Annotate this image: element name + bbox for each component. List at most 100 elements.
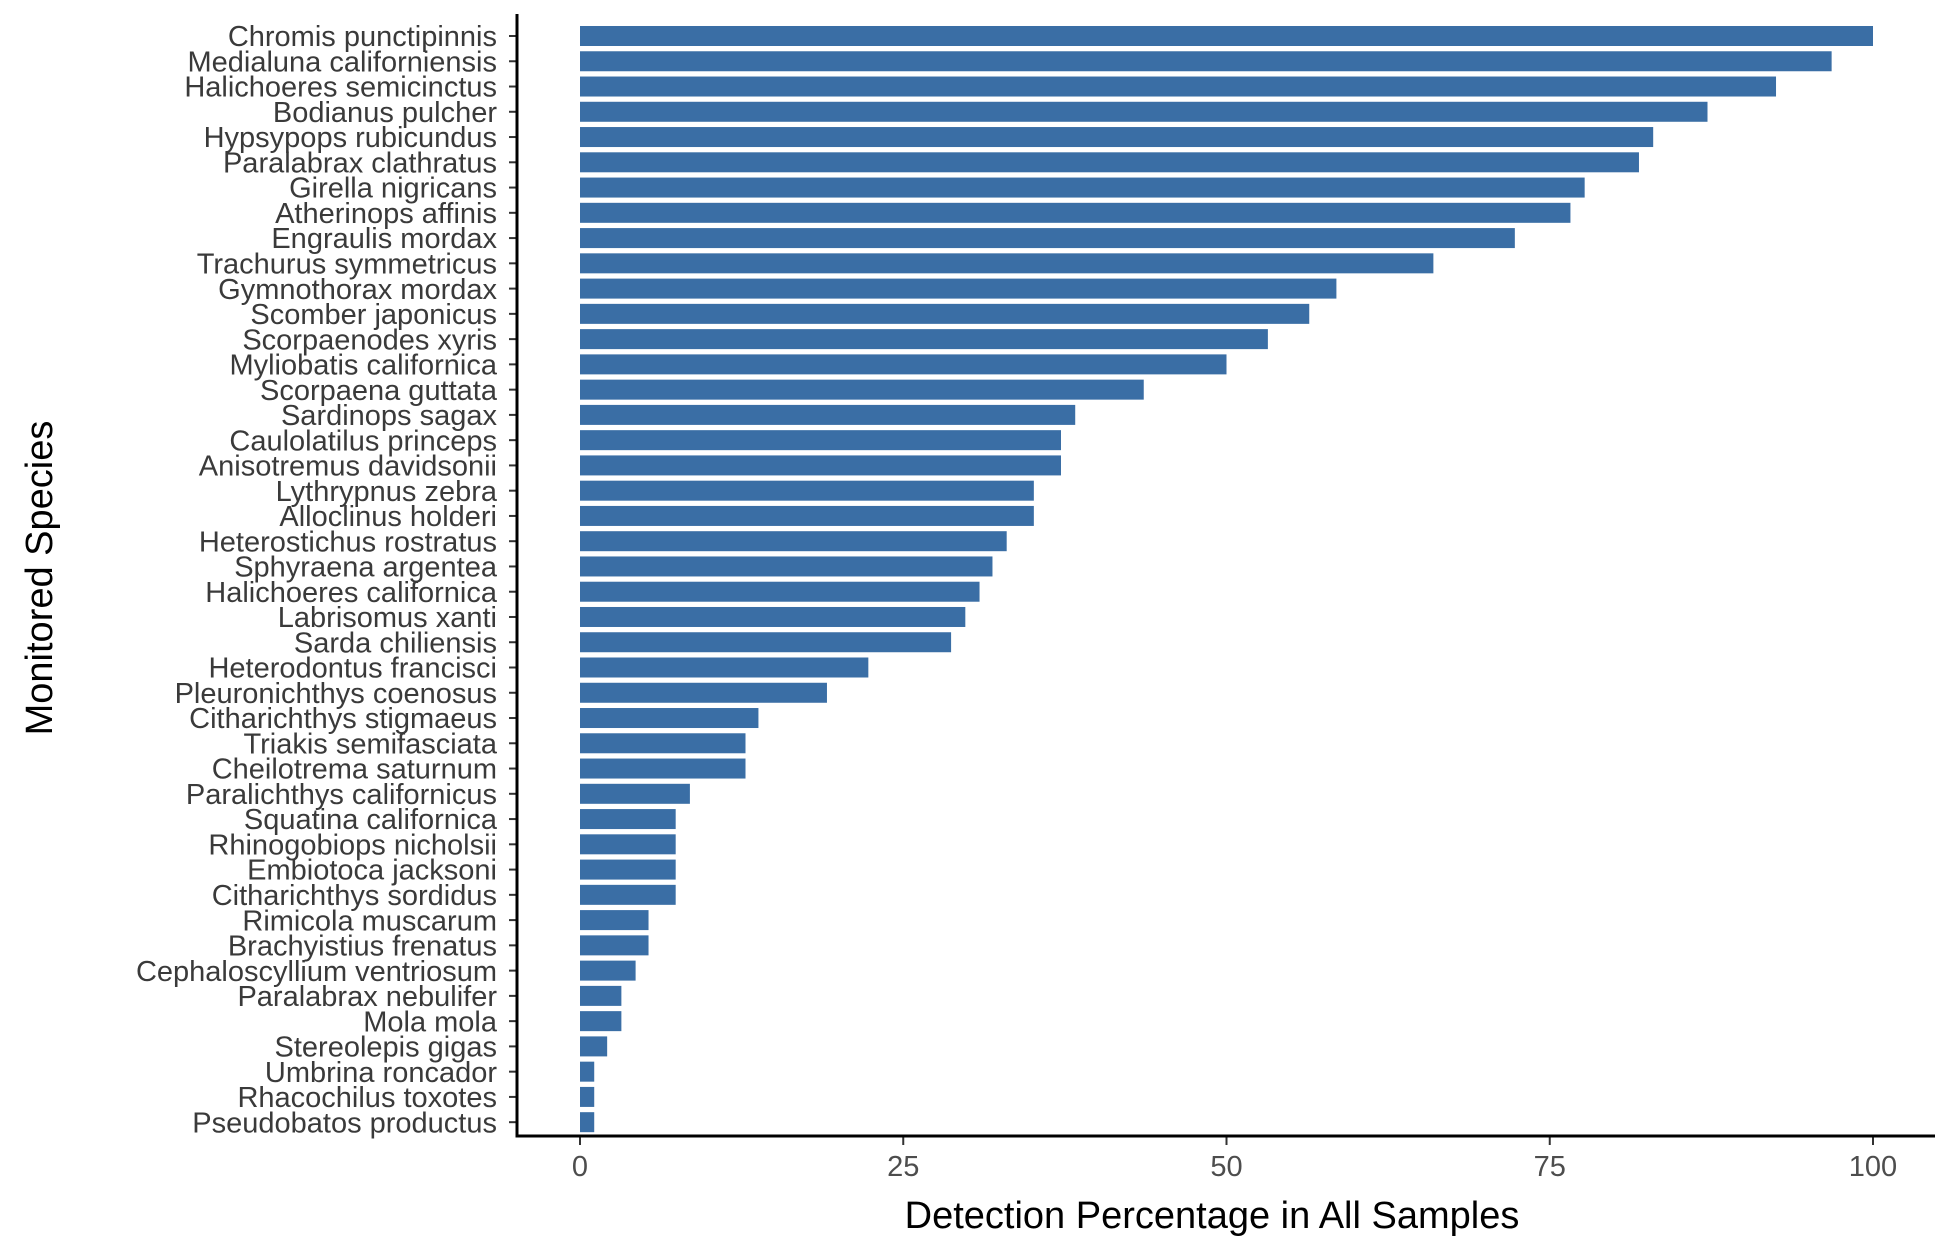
category-label: Scorpaena guttata: [260, 375, 498, 407]
category-label: Labrisomus xanti: [278, 602, 497, 634]
bar: [580, 708, 759, 729]
bar: [580, 1011, 622, 1032]
category-label: Bodianus pulcher: [273, 97, 497, 129]
bar: [580, 455, 1061, 476]
category-label: Trachurus symmetricus: [197, 248, 497, 280]
bar: [580, 985, 622, 1006]
bar: [580, 910, 649, 931]
category-label: Chromis punctipinnis: [228, 21, 497, 53]
category-label: Pseudobatos productus: [192, 1107, 497, 1139]
bar: [580, 354, 1227, 375]
bar: [580, 127, 1654, 148]
bar: [580, 101, 1708, 122]
category-label: Cheilotrema saturnum: [212, 754, 497, 786]
bar: [580, 480, 1034, 501]
category-label: Stereolepis gigas: [275, 1032, 497, 1064]
x-tick-label: 0: [572, 1151, 588, 1183]
bar: [580, 26, 1873, 46]
bar: [580, 758, 746, 779]
category-label: Rhacochilus toxotes: [237, 1082, 497, 1114]
bar: [580, 960, 636, 981]
category-label: Hypsypops rubicundus: [204, 122, 497, 154]
bar: [580, 76, 1777, 97]
bar: [580, 606, 966, 627]
category-label: Umbrina roncador: [265, 1057, 497, 1089]
bar: [580, 733, 746, 754]
category-label: Mola mola: [363, 1006, 498, 1038]
category-label: Myliobatis californica: [229, 350, 497, 382]
bar: [580, 1086, 595, 1107]
category-label: Halichoeres californica: [205, 577, 498, 609]
bar: [580, 228, 1515, 249]
category-label: Gymnothorax mordax: [218, 274, 497, 306]
bar: [580, 177, 1585, 198]
bar: [580, 329, 1268, 350]
bar: [580, 935, 649, 956]
bar: [580, 884, 676, 905]
bar: [580, 1112, 595, 1133]
category-label: Scorpaenodes xyris: [242, 324, 497, 356]
category-label: Girella nigricans: [289, 173, 497, 205]
category-label: Paralabrax nebulifer: [237, 981, 497, 1013]
bar: [580, 809, 676, 830]
bar: [580, 657, 869, 678]
category-label: Atherinops affinis: [275, 198, 497, 230]
bar: [580, 556, 993, 577]
bar: [580, 783, 690, 804]
category-label: Halichoeres semicinctus: [184, 72, 497, 104]
bar: [580, 505, 1034, 526]
category-label: Triakis semifasciata: [243, 728, 497, 760]
bar: [580, 253, 1434, 274]
bar: [580, 859, 676, 880]
category-label: Sarda chiliensis: [294, 627, 497, 659]
category-label: Alloclinus holderi: [279, 501, 497, 533]
category-label: Lythrypnus zebra: [276, 476, 498, 508]
bar: [580, 834, 676, 855]
x-axis-ticks: 0 25 50 75 100: [572, 1136, 1897, 1183]
category-label: Engraulis mordax: [271, 223, 497, 255]
category-label: Heterostichus rostratus: [199, 526, 497, 558]
category-label: Anisotremus davidsonii: [199, 451, 497, 483]
category-label: Paralabrax clathratus: [223, 147, 497, 179]
category-label: Scomber japonicus: [250, 299, 497, 331]
bar: [580, 278, 1337, 299]
category-label: Heterodontus francisci: [208, 653, 497, 685]
x-tick-label: 25: [887, 1151, 919, 1183]
category-label: Paralichthys californicus: [186, 779, 497, 811]
category-label: Rimicola muscarum: [242, 905, 497, 937]
x-tick-label: 75: [1534, 1151, 1566, 1183]
category-label: Sardinops sagax: [281, 400, 498, 432]
x-tick-label: 100: [1849, 1151, 1897, 1183]
category-label: Embiotoca jacksoni: [247, 855, 497, 887]
y-axis-title: Monitored Species: [19, 421, 61, 736]
x-axis-title: Detection Percentage in All Samples: [905, 1195, 1520, 1237]
category-label: Pleuronichthys coenosus: [175, 678, 497, 710]
category-label: Medialuna californiensis: [188, 46, 498, 78]
category-label: Rhinogobiops nicholsii: [208, 829, 497, 861]
bar: [580, 1036, 608, 1057]
bars-layer: [580, 26, 1873, 1133]
bar: [580, 632, 952, 653]
category-label: Cephaloscyllium ventriosum: [136, 956, 497, 988]
bar: [580, 152, 1639, 173]
bar: [580, 531, 1007, 552]
bar: [580, 303, 1310, 324]
category-label: Citharichthys stigmaeus: [189, 703, 497, 735]
bar: [580, 1061, 595, 1082]
x-tick-label: 50: [1210, 1151, 1242, 1183]
category-label: Brachyistius frenatus: [228, 931, 497, 963]
bar: [580, 404, 1076, 425]
bar: [580, 51, 1832, 72]
bar: [580, 379, 1144, 400]
category-label: Citharichthys sordidus: [212, 880, 497, 912]
category-label: Squatina californica: [244, 804, 498, 836]
bar: [580, 430, 1061, 451]
category-label: Sphyraena argentea: [234, 552, 498, 584]
category-label: Caulolatilus princeps: [229, 425, 497, 457]
bar: [580, 202, 1571, 223]
bar: [580, 581, 980, 602]
bar: [580, 682, 827, 703]
